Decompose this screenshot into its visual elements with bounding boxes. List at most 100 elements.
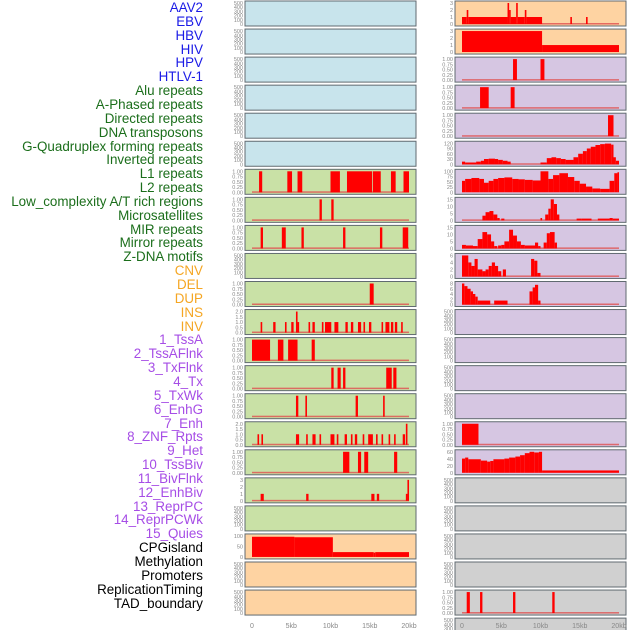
data-bar bbox=[494, 300, 508, 305]
y-tick-label: 0.75 bbox=[442, 427, 453, 433]
panel-background bbox=[244, 252, 417, 279]
data-bar bbox=[540, 162, 547, 165]
y-tick-label: 0 bbox=[450, 162, 453, 168]
data-bar bbox=[343, 451, 350, 473]
y-tick-label: 2 bbox=[450, 297, 453, 303]
track-label: 4_Tx bbox=[173, 373, 203, 389]
baseline-bar bbox=[252, 387, 409, 390]
data-bar bbox=[612, 218, 619, 221]
track-label: 1_TssA bbox=[159, 332, 203, 348]
data-bar bbox=[476, 161, 481, 165]
y-tick-label: 1.00 bbox=[232, 282, 243, 288]
y-tick-label: 5 bbox=[450, 211, 453, 217]
track-panel-left: 1.000.750.500.250.00 bbox=[232, 449, 417, 477]
y-tick-label: 1 bbox=[240, 492, 243, 498]
panel-background bbox=[244, 561, 417, 588]
baseline-bar bbox=[252, 247, 409, 249]
x-tick-label: 5kb bbox=[286, 623, 297, 630]
data-bar bbox=[259, 171, 263, 193]
track-panel-left: 1.000.750.500.250.00 bbox=[232, 281, 417, 309]
data-bar bbox=[470, 291, 473, 305]
data-bar bbox=[513, 235, 517, 249]
data-bar bbox=[479, 178, 484, 193]
data-bar bbox=[386, 367, 392, 389]
data-bar bbox=[600, 144, 605, 165]
data-bar bbox=[465, 245, 473, 249]
track-panel-right: 1.000.750.500.250.00 bbox=[442, 421, 627, 449]
track-label: ReplicationTiming bbox=[97, 581, 203, 597]
y-tick-label: 200 bbox=[444, 406, 453, 412]
y-tick-label: 3 bbox=[450, 1, 453, 7]
panel-background bbox=[244, 449, 417, 476]
track-label: AAV2 bbox=[169, 0, 203, 15]
panel-background bbox=[244, 56, 417, 83]
baseline-bar bbox=[252, 303, 409, 305]
y-tick-label: 500 bbox=[234, 29, 243, 35]
data-bar bbox=[480, 460, 488, 473]
y-tick-label: 0.75 bbox=[232, 455, 243, 461]
y-tick-label: 0.0 bbox=[235, 331, 243, 337]
data-bar bbox=[394, 434, 396, 445]
data-bar bbox=[483, 159, 489, 165]
data-bar bbox=[597, 218, 610, 221]
data-bar bbox=[501, 244, 505, 249]
data-bar bbox=[462, 423, 479, 445]
y-tick-label: 100 bbox=[234, 18, 243, 24]
y-tick-label: 0.75 bbox=[442, 595, 453, 601]
panel-background bbox=[244, 28, 417, 55]
track-label: 11_BivFlnk bbox=[137, 470, 203, 486]
y-tick-label: 15 bbox=[447, 197, 453, 203]
data-bar bbox=[368, 434, 373, 445]
y-tick-label: 40 bbox=[447, 457, 453, 463]
y-tick-label: 200 bbox=[234, 98, 243, 104]
track-panel-left: 2.01.51.00.50.0 bbox=[235, 309, 417, 337]
y-tick-label: 400 bbox=[234, 510, 243, 516]
data-bar bbox=[488, 158, 495, 165]
track-label: HBV bbox=[175, 27, 203, 43]
data-bar bbox=[371, 493, 375, 501]
x-tick-label: 20kb bbox=[611, 623, 626, 630]
panel-background bbox=[454, 477, 627, 504]
y-tick-label: 0 bbox=[240, 50, 243, 56]
data-bar bbox=[465, 162, 477, 165]
panel-background bbox=[454, 365, 627, 392]
y-tick-label: 0.75 bbox=[232, 203, 243, 209]
data-bar bbox=[565, 159, 574, 165]
panel-background bbox=[244, 0, 417, 27]
data-bar bbox=[332, 552, 374, 557]
data-bar bbox=[357, 322, 362, 333]
data-bar bbox=[312, 434, 316, 445]
y-tick-label: 400 bbox=[444, 482, 453, 488]
data-bar bbox=[559, 173, 568, 193]
y-tick-label: 100 bbox=[444, 579, 453, 585]
data-bar bbox=[288, 339, 298, 361]
track-label: HPV bbox=[175, 55, 203, 71]
y-tick-label: 500 bbox=[234, 590, 243, 596]
y-tick-label: 8 bbox=[450, 282, 453, 288]
data-bar bbox=[475, 296, 478, 305]
data-bar bbox=[556, 214, 560, 221]
y-tick-label: 0.00 bbox=[442, 611, 453, 617]
data-bar bbox=[489, 211, 494, 221]
y-tick-label: 0 bbox=[240, 583, 243, 589]
data-bar bbox=[518, 179, 525, 193]
data-bar bbox=[472, 246, 478, 249]
y-tick-label: 0 bbox=[450, 499, 453, 505]
y-tick-label: 10 bbox=[447, 232, 453, 238]
data-bar bbox=[368, 322, 372, 333]
data-bar bbox=[330, 434, 335, 445]
data-bar bbox=[552, 592, 555, 614]
data-bar bbox=[532, 180, 541, 193]
y-tick-label: 300 bbox=[234, 9, 243, 15]
data-bar bbox=[403, 171, 409, 193]
y-tick-label: 300 bbox=[234, 514, 243, 520]
data-bar bbox=[350, 322, 354, 333]
data-bar bbox=[494, 246, 498, 249]
data-bar bbox=[534, 260, 538, 277]
data-bar bbox=[494, 159, 499, 165]
data-bar bbox=[376, 493, 380, 501]
